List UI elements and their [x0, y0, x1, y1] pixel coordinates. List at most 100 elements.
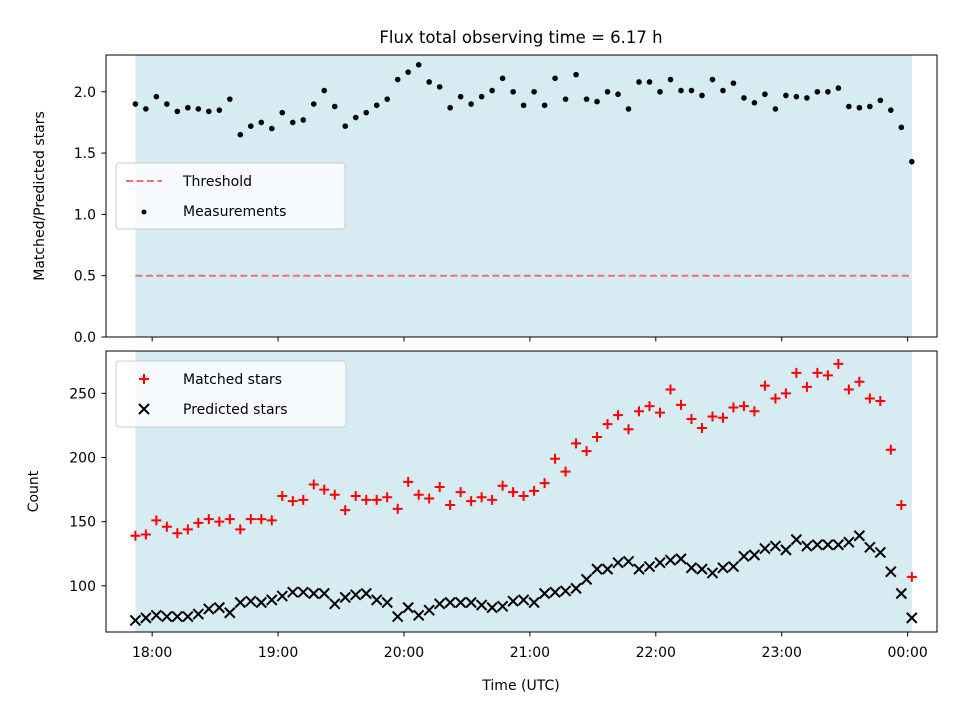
predicted-star-point [517, 594, 530, 606]
predicted-star-point [801, 540, 813, 552]
matched-star-point [266, 515, 277, 526]
measurement-point [185, 104, 191, 111]
measurement-point [247, 123, 254, 129]
measurement-point [499, 75, 506, 82]
predicted-star-point [895, 587, 908, 600]
matched-star-point [550, 453, 561, 464]
matched-star-point [529, 485, 540, 496]
measurement-point [594, 98, 600, 105]
matched-star-point [791, 367, 802, 378]
matched-star-point [140, 529, 151, 540]
measurement-point [237, 131, 244, 138]
measurement-point [268, 125, 275, 132]
x-tick-label: 22:00 [636, 645, 676, 661]
matched-star-point [780, 388, 791, 399]
matched-star-point [130, 530, 141, 541]
matched-star-point [854, 376, 865, 387]
measurement-point [825, 88, 831, 95]
predicted-star-point [769, 540, 782, 552]
measurement-point [510, 88, 516, 95]
legend-box [115, 360, 347, 428]
predicted-star-point [245, 595, 257, 607]
predicted-star-point [171, 610, 184, 623]
predicted-star-point [266, 594, 278, 606]
measurement-point [678, 87, 684, 94]
measurement-point [762, 91, 768, 98]
predicted-star-point [685, 562, 698, 574]
matched-star-point [287, 496, 298, 507]
matched-star-point [896, 499, 907, 510]
measurement-point [730, 80, 737, 86]
predicted-star-point [790, 533, 803, 546]
measurement-point [164, 101, 170, 107]
matched-star-point [581, 446, 592, 457]
measurement-point [583, 96, 590, 102]
predicted-star-point [287, 586, 299, 598]
measurement-point [909, 158, 915, 165]
measurement-point [541, 102, 548, 109]
matched-star-point [539, 478, 550, 489]
legend-measurement-swatch [141, 209, 147, 215]
matched-star-point [203, 514, 214, 525]
predicted-star-point [864, 541, 876, 554]
matched-star-point [906, 571, 917, 582]
matched-star-point [571, 438, 582, 449]
x-tick-label: 23:00 [762, 645, 802, 661]
measurement-point [636, 79, 642, 85]
measurement-point [457, 93, 464, 100]
measurement-point [310, 101, 317, 107]
predicted-star-point [664, 554, 677, 566]
predicted-star-point [412, 609, 425, 622]
predicted-star-point [496, 600, 509, 613]
predicted-star-point [360, 587, 372, 600]
predicted-star-point [276, 590, 288, 602]
measurement-point [646, 79, 653, 85]
predicted-star-point [727, 560, 740, 573]
matched-star-point [602, 419, 613, 430]
predicted-star-point [549, 586, 561, 598]
measurement-point [426, 79, 432, 85]
matched-star-point [382, 492, 393, 503]
predicted-star-point [601, 563, 614, 575]
measurement-point [846, 103, 852, 110]
predicted-star-point [454, 596, 467, 609]
measurement-point [667, 76, 674, 83]
predicted-star-point [339, 591, 351, 604]
measurement-point [625, 106, 632, 112]
matched-star-point [613, 410, 624, 421]
predicted-star-point [612, 557, 624, 569]
measurement-point [405, 69, 411, 75]
predicted-star-point [391, 610, 404, 623]
matched-star-point [350, 490, 361, 501]
legend-label: Measurements [183, 204, 286, 220]
measurement-point [415, 62, 422, 68]
measurement-point [331, 103, 338, 110]
measurement-point [783, 92, 789, 99]
y-axis-label: Matched/Predicted stars [32, 111, 48, 281]
measurement-point [709, 76, 716, 83]
y-tick-label: 250 [69, 386, 96, 402]
count-panel: 18:00 19:00 20:00 21:00 22:00 23:00 00:00 100 15… [26, 350, 938, 661]
measurement-point [552, 75, 558, 82]
x-tick-label: 00:00 [887, 645, 927, 661]
predicted-star-point [748, 549, 761, 561]
matched-star-point [707, 411, 718, 422]
matched-star-point [392, 503, 403, 514]
measurement-point [153, 93, 160, 100]
matched-star-point [466, 496, 477, 507]
matched-star-point [801, 381, 812, 392]
matched-star-point [508, 487, 519, 498]
predicted-star-point [370, 594, 383, 606]
matched-star-point [445, 499, 456, 510]
matched-star-point [298, 494, 309, 505]
measurement-point [321, 87, 328, 94]
predicted-star-point [538, 587, 551, 600]
matched-star-point [634, 406, 645, 417]
measurement-point [814, 88, 821, 95]
measurement-point [206, 108, 212, 115]
matched-star-point [214, 516, 225, 527]
matched-star-point [403, 476, 414, 487]
y-tick-label: 2.0 [74, 85, 96, 101]
measurement-point [468, 101, 474, 107]
